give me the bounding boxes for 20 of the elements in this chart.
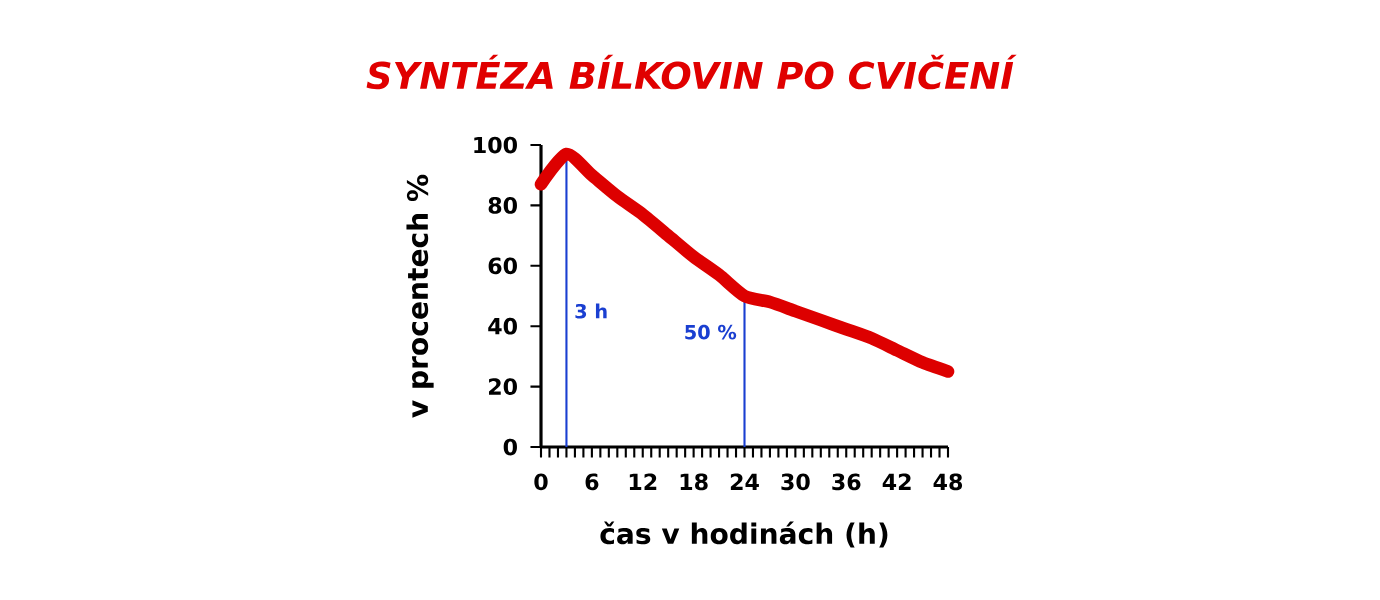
y-tick-label: 60 [488,257,517,275]
y-tick-label: 20 [489,378,517,395]
x-tick-label: 42 [882,473,911,490]
y-tick-label: 40 [488,317,517,335]
y-axis-title: v procentech % [406,174,434,418]
y-tick-label: 100 [474,136,517,154]
x-tick-label: 36 [832,473,861,491]
x-tick-label: 6 [585,473,599,491]
x-tick-label: 48 [933,473,963,491]
y-tick-label: 0 [503,438,517,456]
annotation: 50 % [685,324,737,340]
ref-line-label: 3 h [575,303,607,319]
x-tick-label: 24 [730,473,759,490]
x-tick-label: 0 [534,473,548,491]
chart-title: SYNTÉZA BÍLKOVIN PO CVIČENÍ [366,54,1017,90]
x-tick-label: 18 [680,473,708,491]
x-tick-label: 12 [629,473,657,490]
y-tick-label: 80 [488,197,517,214]
x-tick-label: 30 [781,473,810,491]
x-axis-title: čas v hodinách (h) [600,521,888,548]
